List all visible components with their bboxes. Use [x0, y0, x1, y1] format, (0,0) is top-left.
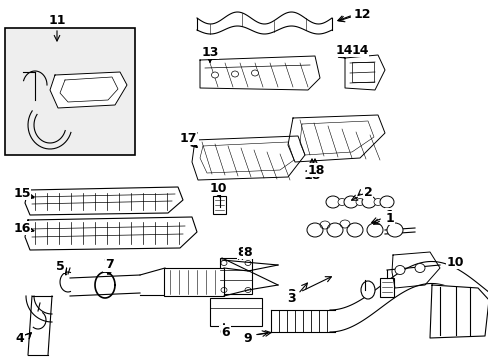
- Text: 3: 3: [287, 288, 296, 302]
- Text: 5: 5: [56, 260, 64, 273]
- Bar: [163, 268, 224, 296]
- Polygon shape: [25, 187, 183, 215]
- Ellipse shape: [346, 223, 362, 237]
- Polygon shape: [25, 217, 197, 250]
- Text: 18: 18: [303, 168, 320, 181]
- Ellipse shape: [211, 72, 218, 78]
- Polygon shape: [429, 285, 488, 338]
- Text: 1: 1: [385, 208, 393, 221]
- Bar: [379, 278, 393, 297]
- Ellipse shape: [360, 281, 374, 299]
- Polygon shape: [345, 55, 384, 90]
- Text: 3: 3: [287, 292, 296, 305]
- Ellipse shape: [325, 196, 339, 208]
- Text: 2: 2: [363, 185, 372, 198]
- Text: 10: 10: [446, 256, 463, 269]
- Ellipse shape: [326, 223, 342, 237]
- Bar: [5, 28, 135, 155]
- Text: 11: 11: [48, 14, 65, 27]
- Text: 13: 13: [201, 45, 218, 59]
- Text: 4: 4: [16, 332, 24, 345]
- Text: 8: 8: [237, 246, 246, 258]
- Polygon shape: [192, 136, 305, 180]
- Text: 10: 10: [209, 181, 226, 194]
- Text: 16: 16: [13, 221, 31, 234]
- Ellipse shape: [414, 264, 424, 273]
- Polygon shape: [200, 56, 319, 90]
- Text: 14: 14: [350, 44, 368, 57]
- Text: 16: 16: [13, 221, 31, 234]
- Ellipse shape: [386, 223, 402, 237]
- Bar: [351, 62, 373, 82]
- Text: 10: 10: [209, 181, 226, 194]
- Text: 10: 10: [446, 256, 463, 269]
- Text: 14: 14: [335, 44, 352, 57]
- Text: 17: 17: [179, 131, 196, 144]
- Ellipse shape: [373, 198, 381, 206]
- Ellipse shape: [355, 198, 363, 206]
- Ellipse shape: [337, 198, 346, 206]
- Text: 12: 12: [352, 8, 370, 21]
- Text: 15: 15: [13, 186, 31, 199]
- Text: 4: 4: [16, 332, 24, 345]
- Polygon shape: [50, 72, 127, 108]
- Text: 2: 2: [363, 185, 372, 198]
- Ellipse shape: [251, 70, 258, 76]
- Text: 17: 17: [181, 131, 198, 144]
- Text: 18: 18: [306, 163, 324, 176]
- Text: 9: 9: [243, 332, 252, 345]
- Ellipse shape: [361, 196, 375, 208]
- Ellipse shape: [306, 223, 323, 237]
- Ellipse shape: [231, 71, 238, 77]
- Ellipse shape: [366, 223, 382, 237]
- Bar: [220, 258, 251, 294]
- Ellipse shape: [104, 90, 110, 95]
- Text: 6: 6: [221, 325, 230, 338]
- Ellipse shape: [343, 196, 357, 208]
- Text: 7: 7: [103, 258, 112, 271]
- Bar: [213, 196, 225, 214]
- Bar: [209, 298, 262, 326]
- Ellipse shape: [92, 85, 98, 90]
- Polygon shape: [391, 252, 439, 288]
- Text: 12: 12: [350, 9, 368, 22]
- Text: 8: 8: [243, 246, 252, 258]
- Ellipse shape: [77, 86, 83, 90]
- Ellipse shape: [379, 196, 393, 208]
- Text: 1: 1: [385, 212, 393, 225]
- Text: 6: 6: [219, 327, 228, 339]
- Ellipse shape: [394, 266, 404, 274]
- Text: 13: 13: [201, 45, 218, 59]
- Text: 15: 15: [13, 186, 31, 199]
- Polygon shape: [287, 115, 384, 162]
- Text: 5: 5: [56, 260, 64, 273]
- Text: 7: 7: [105, 258, 114, 271]
- Text: 9: 9: [243, 332, 252, 345]
